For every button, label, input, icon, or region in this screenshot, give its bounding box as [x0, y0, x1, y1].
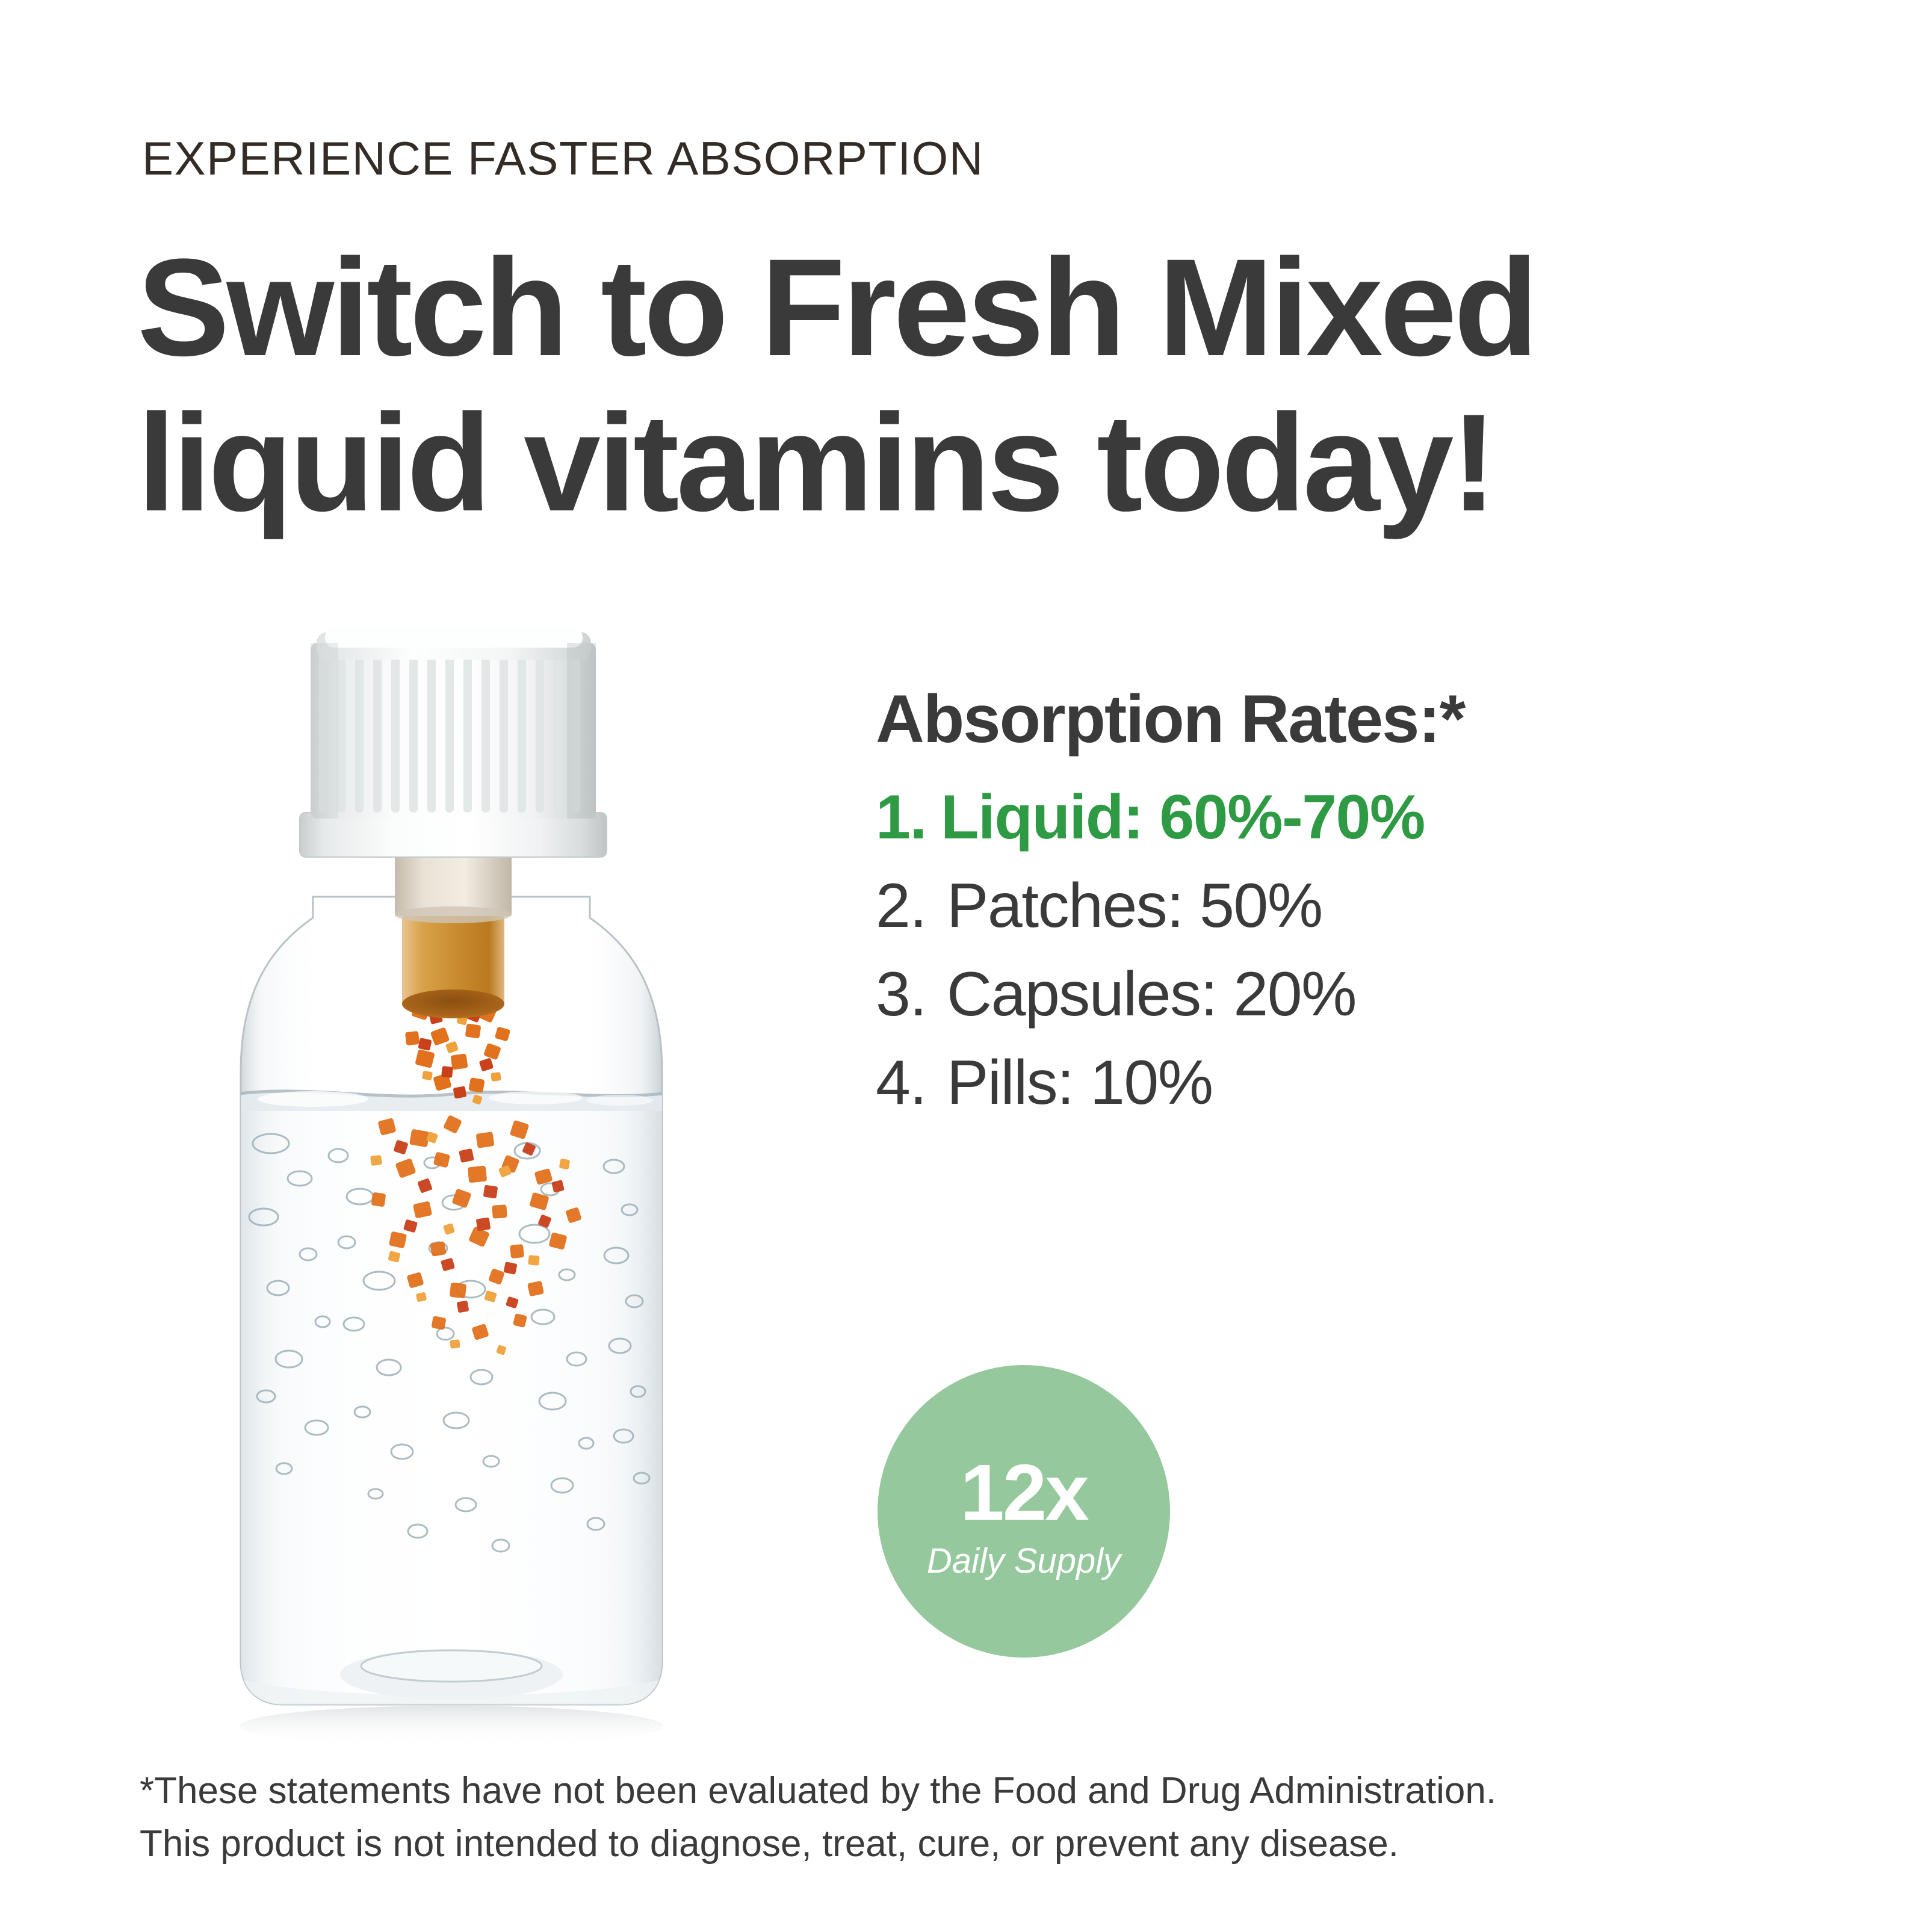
rate-label-2: Patches: 50%	[947, 871, 1323, 941]
badge-caption: Daily Supply	[926, 1541, 1121, 1581]
legal-disclaimer: *These statements have not been evaluate…	[140, 1765, 1801, 1871]
headline-line-1: Switch to Fresh Mixed	[137, 230, 1538, 385]
product-bottle-image	[199, 614, 704, 1776]
rate-number-1: 1.	[876, 782, 927, 852]
absorption-rates-title: Absorption Rates:*	[876, 681, 1466, 757]
rate-number-4: 4.	[876, 1048, 927, 1118]
disclaimer-line-1: *These statements have not been evaluate…	[140, 1770, 1497, 1812]
rate-row-pills: 4. Pills: 10%	[876, 1047, 1718, 1119]
headline-line-2: liquid vitamins today!	[137, 385, 1497, 540]
disclaimer-line-2: This product is not intended to diagnose…	[140, 1823, 1399, 1865]
rate-label-1: Liquid: 60%-70%	[941, 782, 1425, 852]
rate-row-capsules: 3. Capsules: 20%	[876, 959, 1718, 1030]
absorption-rates-panel: Absorption Rates:* 1. Liquid: 60%-70% 2.…	[876, 680, 1718, 1136]
rate-number-2: 2.	[876, 871, 927, 941]
rate-row-patches: 2. Patches: 50%	[876, 870, 1718, 942]
eyebrow-text: EXPERIENCE FASTER ABSORPTION	[142, 132, 984, 185]
rate-number-3: 3.	[876, 959, 927, 1029]
rate-label-3: Capsules: 20%	[947, 959, 1357, 1029]
page-title: Switch to Fresh Mixed liquid vitamins to…	[137, 230, 1750, 540]
daily-supply-badge: 12x Daily Supply	[878, 1365, 1170, 1658]
badge-multiplier-value: 12x	[960, 1447, 1089, 1537]
rate-row-liquid: 1. Liquid: 60%-70%	[876, 782, 1718, 853]
rate-label-4: Pills: 10%	[947, 1048, 1213, 1118]
